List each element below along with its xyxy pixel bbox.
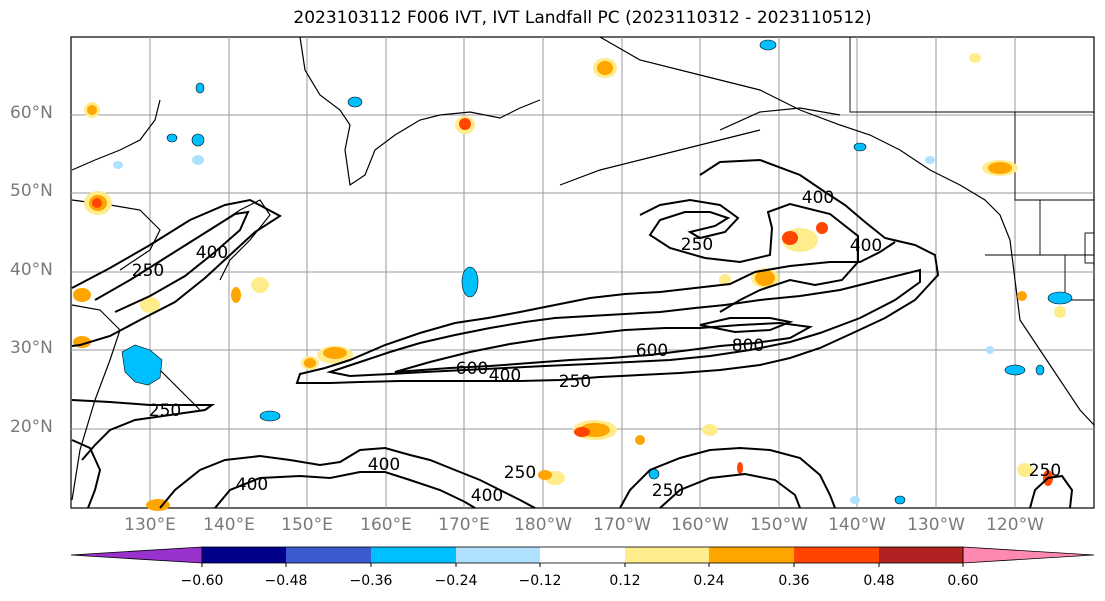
lon-label: 170°W xyxy=(593,515,651,535)
contour-label: 600 xyxy=(636,341,668,361)
contour-label: 400 xyxy=(489,366,521,386)
colorbar-outline xyxy=(201,546,964,564)
colorbar-extend-low xyxy=(70,546,203,564)
lat-label: 20°N xyxy=(10,417,53,437)
lon-label: 150°E xyxy=(281,515,333,535)
lat-label: 30°N xyxy=(10,338,53,358)
colorbar-tick-label: −0.12 xyxy=(518,573,562,589)
colorbar-tick-label: −0.36 xyxy=(349,573,393,589)
lon-label: 130°W xyxy=(907,515,965,535)
lat-label: 50°N xyxy=(10,181,53,201)
contour-label: 250 xyxy=(1029,461,1061,481)
colorbar-swatch xyxy=(540,547,625,563)
lon-label: 160°E xyxy=(360,515,412,535)
colorbar-tick-label: 0.24 xyxy=(693,573,725,589)
colorbar-swatch xyxy=(709,547,794,563)
lat-label: 60°N xyxy=(10,103,53,123)
negative-light-blobs xyxy=(113,155,994,504)
contour-label: 250 xyxy=(681,235,713,255)
contour-label: 400 xyxy=(196,243,228,263)
colorbar-swatch xyxy=(286,547,371,563)
lat-label: 40°N xyxy=(10,260,53,280)
contour-labels: 250 400 250 400 600 400 250 600 800 250 … xyxy=(132,188,1061,506)
lon-label: 180°W xyxy=(514,515,572,535)
lon-label: 170°E xyxy=(438,515,490,535)
colorbar-tick-label: −0.48 xyxy=(264,573,308,589)
colorbar-tick-label: 0.60 xyxy=(947,573,979,589)
negative-mid-blobs xyxy=(121,39,1073,505)
contour-label: 400 xyxy=(471,486,503,506)
pc-shading xyxy=(73,39,1073,511)
lon-label: 130°E xyxy=(124,515,176,535)
contour-label: 600 xyxy=(456,359,488,379)
lon-label: 150°W xyxy=(750,515,808,535)
contour-label: 400 xyxy=(368,455,400,475)
colorbar-tick-label: −0.24 xyxy=(434,573,478,589)
contour-label: 800 xyxy=(732,336,764,356)
colorbar-swatch xyxy=(879,547,963,563)
contour-label: 250 xyxy=(504,463,536,483)
colorbar-swatch xyxy=(625,547,709,563)
contour-label: 250 xyxy=(559,372,591,392)
lon-label: 160°W xyxy=(671,515,729,535)
contour-label: 400 xyxy=(236,475,268,495)
colorbar-swatch xyxy=(794,547,879,563)
contour-label: 250 xyxy=(652,481,684,501)
map-title: 2023103112 F006 IVT, IVT Landfall PC (20… xyxy=(293,8,872,28)
ivt-contours xyxy=(71,158,1074,509)
colorbar-extend-high xyxy=(962,546,1095,564)
colorbar-tick-label: 0.36 xyxy=(778,573,810,589)
lon-label: 120°W xyxy=(986,515,1044,535)
colorbar-swatch xyxy=(371,547,456,563)
contour-label: 400 xyxy=(802,188,834,208)
colorbar-swatch xyxy=(456,547,540,563)
colorbar-tick-label: 0.48 xyxy=(863,573,895,589)
positive-strong-blobs xyxy=(92,118,1053,486)
lon-label: 140°W xyxy=(828,515,886,535)
colorbar-tick-label: 0.12 xyxy=(609,573,641,589)
graticule xyxy=(71,37,1094,508)
colorbar-tick-label: −0.60 xyxy=(180,573,224,589)
lon-label: 140°E xyxy=(203,515,255,535)
contour-label: 400 xyxy=(850,236,882,256)
coastlines xyxy=(71,36,1095,501)
colorbar-swatch xyxy=(202,547,286,563)
contour-label: 250 xyxy=(132,261,164,281)
colorbar-ticks xyxy=(201,563,964,567)
contour-label: 250 xyxy=(149,401,181,421)
colorbar xyxy=(70,546,1095,567)
